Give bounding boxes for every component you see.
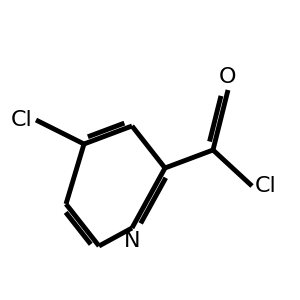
Text: N: N [124, 231, 140, 251]
Text: Cl: Cl [255, 176, 277, 196]
Text: O: O [219, 67, 237, 87]
Text: Cl: Cl [11, 110, 33, 130]
